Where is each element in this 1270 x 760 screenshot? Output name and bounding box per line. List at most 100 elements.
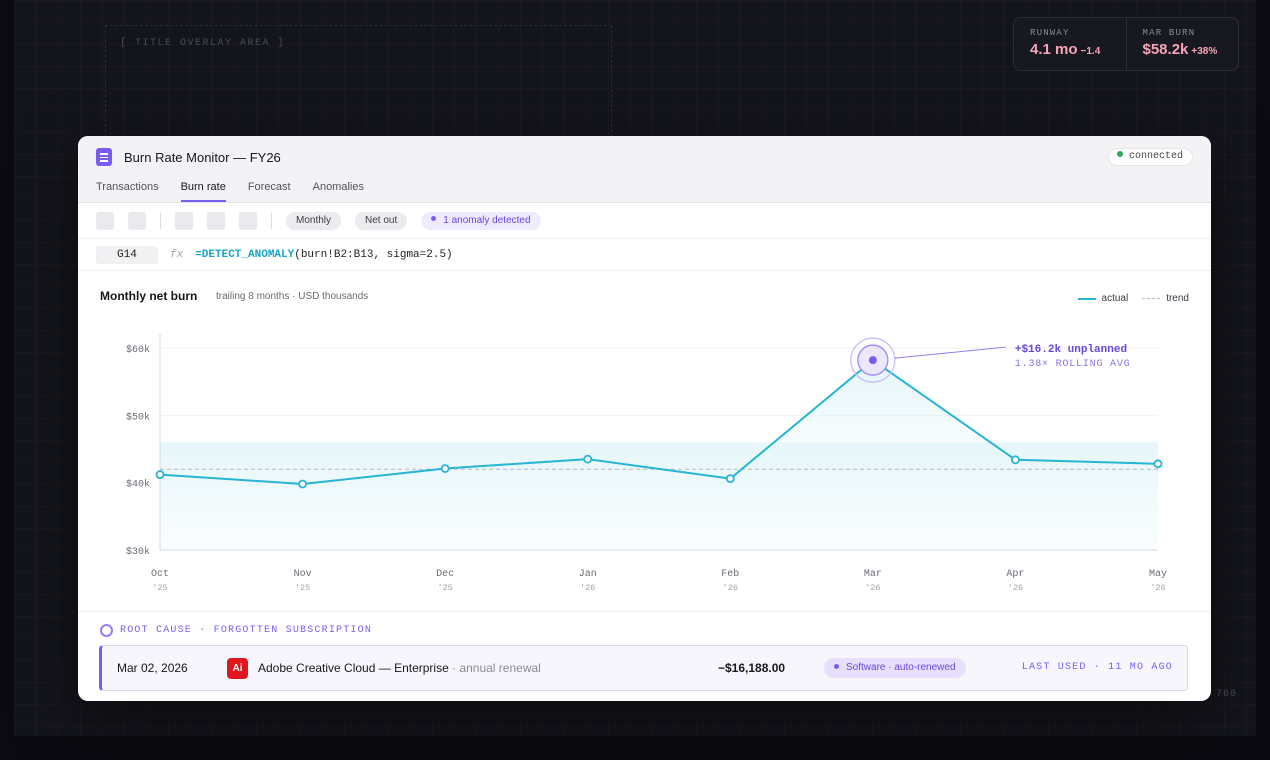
tab-bar: Transactions Burn rate Forecast Anomalie…	[96, 181, 364, 202]
toolbar-button[interactable]	[239, 211, 257, 230]
vendor-note: annual renewal	[459, 661, 541, 675]
connection-status: connected	[1107, 148, 1193, 166]
y-tick-label: $60k	[126, 344, 150, 356]
category-badge: Software · auto-renewed	[824, 658, 966, 678]
chart-title: Monthly net burn	[100, 289, 198, 303]
target-icon	[100, 624, 113, 637]
formula-bar: G14 fx =DETECT_ANOMALY(burn!B2:B13, sigm…	[78, 239, 1211, 271]
x-tick-year: '25	[437, 583, 452, 593]
connection-label: connected	[1128, 151, 1183, 162]
anomaly-label: +$16.2k unplanned	[1015, 344, 1127, 356]
x-tick-label: Oct	[151, 569, 169, 580]
fx-icon: fx	[170, 248, 184, 261]
toolbar-button[interactable]	[96, 211, 114, 230]
vendor-separator: ·	[448, 661, 460, 675]
data-point	[583, 454, 593, 464]
anomaly-leader	[894, 346, 1006, 359]
stat-runway: RUNWAY 4.1 mo −1.4	[1014, 18, 1126, 70]
legend-item-trend: trend	[1142, 293, 1189, 304]
x-tick-year: '25	[295, 583, 310, 593]
tab-forecast[interactable]: Forecast	[247, 181, 291, 193]
chart-legend: actual trend	[1077, 293, 1189, 304]
cell-reference[interactable]: G14	[96, 245, 158, 264]
stat-label: MAR BURN	[1142, 28, 1196, 38]
series-line-actual	[159, 359, 1159, 486]
vendor-name: Adobe Creative Cloud — Enterprise	[258, 661, 449, 675]
toolbar-button[interactable]	[207, 211, 225, 230]
anomaly-sublabel: 1.38× ROLLING AVG	[1015, 359, 1131, 370]
x-tick-label: Dec	[436, 569, 454, 580]
overlay-label: [ TITLE OVERLAY AREA ]	[120, 38, 286, 49]
data-point	[1153, 459, 1163, 469]
window-title: Burn Rate Monitor — FY26	[124, 150, 281, 165]
legend-label: actual	[1101, 293, 1129, 304]
x-tick-label: Mar	[864, 569, 882, 580]
anomaly-pill-label: 1 anomaly detected	[443, 214, 531, 226]
tab-anomalies[interactable]: Anomalies	[312, 181, 364, 193]
data-point	[440, 464, 450, 473]
data-point	[298, 479, 307, 489]
legend-swatch-actual	[1077, 297, 1096, 300]
legend-swatch-trend	[1142, 298, 1161, 299]
stat-label: RUNWAY	[1030, 28, 1070, 38]
stat-delta: +38%	[1191, 46, 1218, 57]
x-tick-label: Feb	[721, 568, 739, 580]
transaction-amount: −$16,188.00	[718, 661, 786, 675]
last-used-label: LAST USED · 11 MO AGO	[1021, 662, 1173, 673]
data-point	[1011, 455, 1020, 465]
x-tick-year: '26	[1008, 583, 1023, 593]
y-tick-label: $30k	[126, 546, 150, 558]
adobe-logo-icon: Ai	[227, 658, 248, 679]
category-dot-icon	[834, 663, 839, 669]
series-area-actual	[160, 360, 1158, 550]
measure-pill[interactable]: Net out	[355, 211, 408, 230]
chart-panel: $30k $40k $50k $60k +$16.2k unplanned 1.38× R…	[78, 271, 1211, 612]
formula-args: (burn!B2:B13, sigma=2.5)	[294, 248, 453, 261]
status-dot-icon	[1116, 151, 1123, 158]
toolbar: Monthly Net out 1 anomaly detected	[78, 203, 1211, 239]
stat-delta: −1.4	[1080, 46, 1101, 57]
anomaly-point	[868, 356, 877, 365]
formula-function: =DETECT_ANOMALY	[195, 248, 295, 261]
legend-label: trend	[1166, 293, 1189, 304]
y-tick-label: $50k	[126, 411, 150, 423]
legend-item-actual: actual	[1077, 293, 1129, 304]
data-point	[155, 470, 165, 479]
toolbar-button[interactable]	[128, 211, 146, 230]
x-tick-year: '26	[723, 583, 738, 593]
stat-burn: MAR BURN $58.2k +38%	[1125, 18, 1239, 70]
titlebar: Burn Rate Monitor — FY26 connected Trans…	[78, 136, 1211, 203]
tab-transactions[interactable]: Transactions	[96, 181, 159, 193]
x-tick-label: May	[1149, 569, 1167, 580]
stat-value: 4.1 mo	[1030, 41, 1078, 58]
formula-input[interactable]: =DETECT_ANOMALY(burn!B2:B13, sigma=2.5)	[195, 249, 452, 261]
corner-label: 760	[1216, 689, 1238, 700]
burn-chart: $30k $40k $50k $60k +$16.2k unplanned 1.38× R…	[126, 334, 1167, 593]
anomaly-pill[interactable]: 1 anomaly detected	[421, 211, 541, 230]
toolbar-divider	[160, 212, 161, 229]
tab-burn-rate[interactable]: Burn rate	[180, 181, 226, 202]
app-window: Burn Rate Monitor — FY26 connected Trans…	[78, 136, 1211, 701]
data-point	[725, 474, 735, 484]
transaction-vendor: Adobe Creative Cloud — Enterprise · annu…	[258, 661, 541, 675]
toolbar-divider	[271, 212, 272, 229]
x-tick-label: Jan	[579, 569, 597, 580]
x-tick-label: Apr	[1006, 569, 1024, 580]
chart-subtitle: trailing 8 months · USD thousands	[216, 291, 369, 302]
category-label: Software · auto-renewed	[846, 662, 956, 673]
x-tick-year: '26	[1150, 583, 1165, 593]
document-icon	[96, 148, 112, 166]
stats-card: RUNWAY 4.1 mo −1.4 MAR BURN $58.2k +38%	[1013, 17, 1239, 71]
title-overlay-area: [ TITLE OVERLAY AREA ]	[105, 25, 612, 137]
transaction-row[interactable]: Mar 02, 2026 Ai Adobe Creative Cloud — E…	[99, 645, 1188, 691]
toolbar-button[interactable]	[175, 211, 193, 230]
stat-value: $58.2k	[1142, 41, 1189, 58]
anomaly-dot-icon	[431, 216, 437, 222]
x-tick-year: '26	[580, 583, 595, 593]
x-tick-year: '25	[152, 583, 167, 593]
root-cause-label: ROOT CAUSE · FORGOTTEN SUBSCRIPTION	[120, 625, 373, 636]
y-tick-label: $40k	[126, 479, 150, 491]
x-tick-label: Nov	[294, 569, 312, 580]
period-pill[interactable]: Monthly	[286, 211, 342, 230]
x-tick-year: '26	[865, 583, 880, 593]
